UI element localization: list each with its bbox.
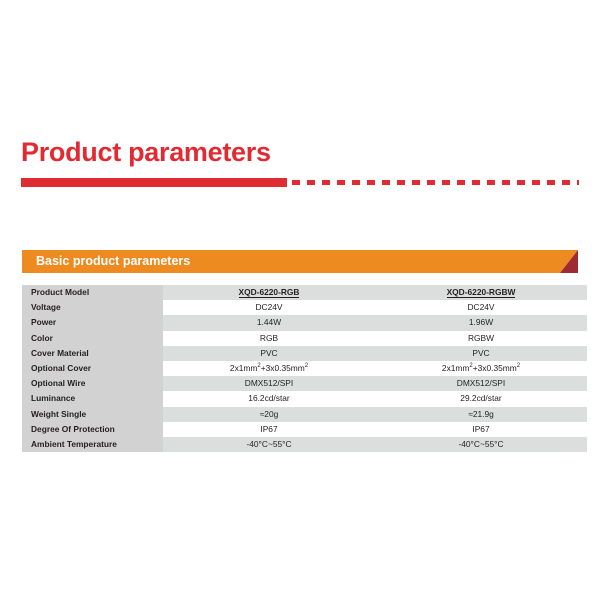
- title-underline-dash: [442, 180, 450, 185]
- title-underline-dash: [367, 180, 375, 185]
- title-underline-dash: [517, 180, 525, 185]
- title-underline-dash: [307, 180, 315, 185]
- table-row: Degree Of Protection IP67 IP67: [22, 421, 587, 438]
- section-header-label: Basic product parameters: [36, 254, 191, 268]
- table-cell-rgb: PVC: [163, 345, 375, 362]
- title-underline-dash: [322, 180, 330, 185]
- title-underline-dash: [337, 180, 345, 185]
- table-cell-rgbw: -40°C~55°C: [375, 437, 587, 453]
- table-cell-rgb: 1.44W: [163, 315, 375, 331]
- table-cell-rgb: DC24V: [163, 300, 375, 316]
- table-row-label: Luminance: [22, 391, 163, 407]
- table-cell-rgb: XQD-6220-RGB: [163, 285, 375, 301]
- table-cell-rgbw: IP67: [375, 421, 587, 438]
- table-row-label: Optional Wire: [22, 376, 163, 392]
- title-underline-dash: [382, 180, 390, 185]
- table-row: Ambient Temperature -40°C~55°C -40°C~55°C: [22, 437, 587, 453]
- product-model-name: XQD-6220-RGBW: [446, 287, 516, 298]
- title-underline-dash: [292, 180, 300, 185]
- title-underline-dash: [532, 180, 540, 185]
- title-underline-dash: [397, 180, 405, 185]
- table-row-label: Optional Cover: [22, 361, 163, 377]
- table-row: Cover Material PVC PVC: [22, 345, 587, 362]
- table-row: Weight Single ≈20g ≈21.9g: [22, 406, 587, 422]
- table-row: Voltage DC24V DC24V: [22, 300, 587, 316]
- table-cell-rgb: DMX512/SPI: [163, 376, 375, 392]
- table-cell-rgb: 16.2cd/star: [163, 391, 375, 407]
- table-row: Optional Cover 2x1mm2+3x0.35mm2 2x1mm2+3x0…: [22, 361, 587, 377]
- table-cell-rgbw: DMX512/SPI: [375, 376, 587, 392]
- title-underline-dashed: [292, 180, 579, 185]
- table-cell-rgb: -40°C~55°C: [163, 437, 375, 453]
- table-cell-rgb: IP67: [163, 421, 375, 438]
- table-row: Color RGB RGBW: [22, 330, 587, 346]
- product-model-name: XQD-6220-RGB: [238, 287, 300, 298]
- table-row-label: Cover Material: [22, 345, 163, 362]
- table-cell-rgbw: RGBW: [375, 330, 587, 346]
- title-underline-dash: [502, 180, 510, 185]
- title-underline-dash: [562, 180, 570, 185]
- table-cell-rgb: ≈20g: [163, 406, 375, 422]
- specification-table-body: Product Model XQD-6220-RGB XQD-6220-RGBW Vo…: [22, 285, 587, 453]
- table-row-label: Color: [22, 330, 163, 346]
- table-cell-rgb: 2x1mm2+3x0.35mm2: [163, 361, 375, 377]
- title-underline-dash: [577, 180, 579, 185]
- table-cell-rgbw: 1.96W: [375, 315, 587, 331]
- title-underline-dash: [427, 180, 435, 185]
- table-cell-rgbw: XQD-6220-RGBW: [375, 285, 587, 301]
- table-cell-rgbw: 2x1mm2+3x0.35mm2: [375, 361, 587, 377]
- section-header-fill: [22, 250, 578, 273]
- page-title: Product parameters: [21, 137, 271, 167]
- table-cell-rgb: RGB: [163, 330, 375, 346]
- table-cell-rgbw: PVC: [375, 345, 587, 362]
- specification-table: Product Model XQD-6220-RGB XQD-6220-RGBW Vo…: [22, 285, 587, 453]
- section-header-bar: Basic product parameters: [22, 250, 578, 273]
- title-underline-dash: [412, 180, 420, 185]
- table-row-label: Weight Single: [22, 406, 163, 422]
- table-cell-rgbw: 29.2cd/star: [375, 391, 587, 407]
- table-row-label: Ambient Temperature: [22, 437, 163, 453]
- title-underline-dash: [457, 180, 465, 185]
- table-row-label: Product Model: [22, 285, 163, 301]
- table-row: Product Model XQD-6220-RGB XQD-6220-RGBW: [22, 285, 587, 301]
- title-underline-dash: [547, 180, 555, 185]
- title-underline-dash: [487, 180, 495, 185]
- table-row-label: Degree Of Protection: [22, 421, 163, 438]
- table-row: Optional Wire DMX512/SPI DMX512/SPI: [22, 376, 587, 392]
- table-row-label: Voltage: [22, 300, 163, 316]
- table-row: Power 1.44W 1.96W: [22, 315, 587, 331]
- title-underline-dash: [472, 180, 480, 185]
- table-row-label: Power: [22, 315, 163, 331]
- table-cell-rgbw: DC24V: [375, 300, 587, 316]
- title-underline-solid: [21, 178, 287, 187]
- table-cell-rgbw: ≈21.9g: [375, 406, 587, 422]
- table-row: Luminance 16.2cd/star 29.2cd/star: [22, 391, 587, 407]
- title-underline-dash: [352, 180, 360, 185]
